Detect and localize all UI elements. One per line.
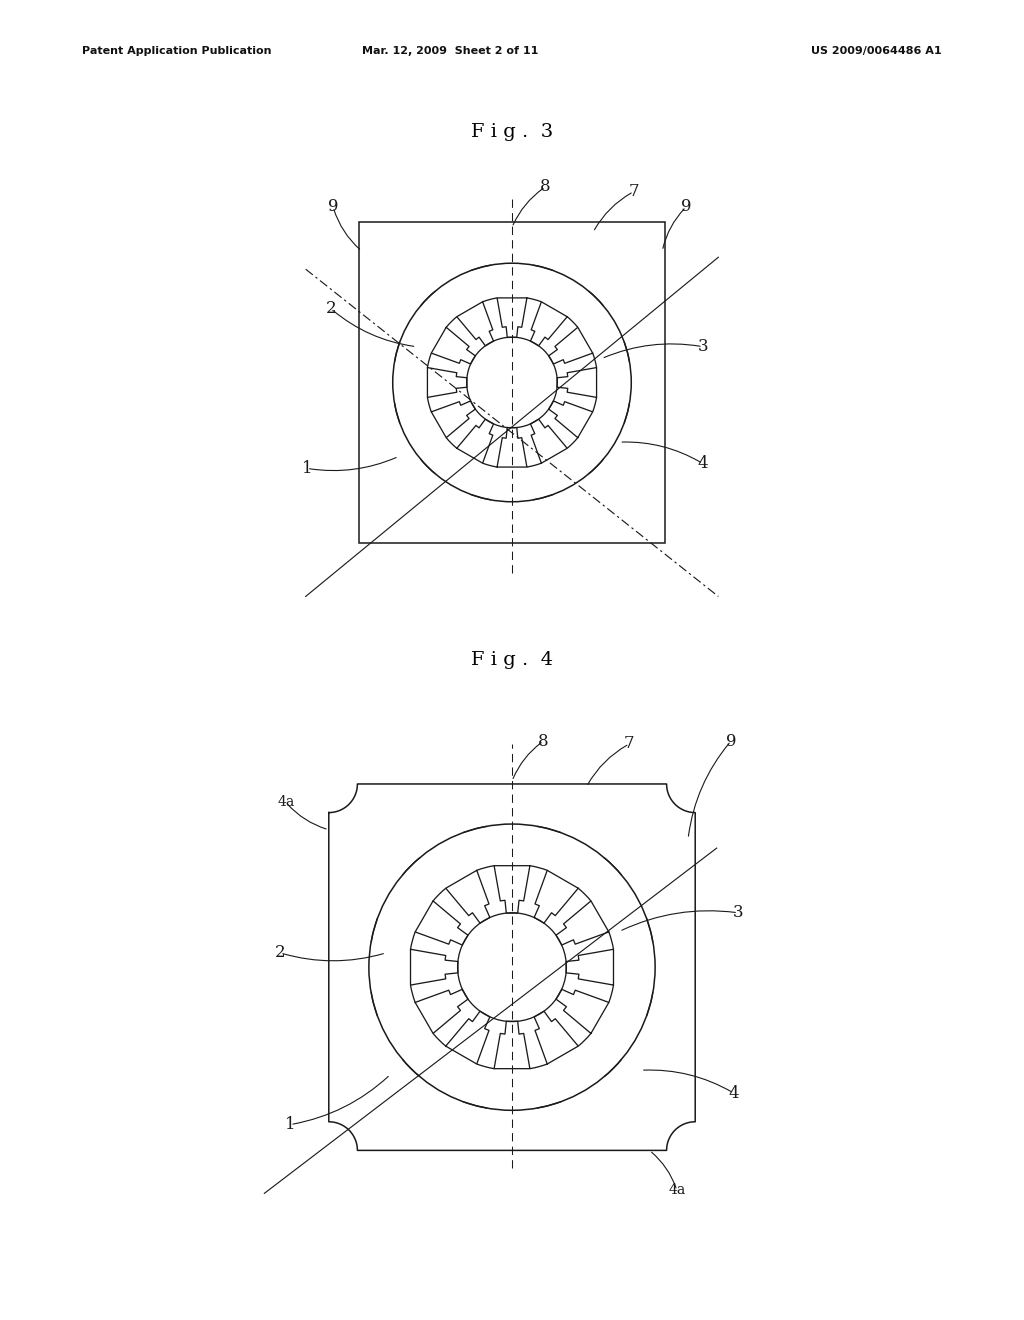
Text: 8: 8 <box>539 733 549 750</box>
Text: 4a: 4a <box>669 1184 685 1197</box>
Text: 2: 2 <box>326 300 336 317</box>
Text: 7: 7 <box>629 183 639 201</box>
Text: 7: 7 <box>624 735 635 752</box>
Text: 4: 4 <box>697 455 709 473</box>
Text: F i g .  3: F i g . 3 <box>471 123 553 141</box>
Text: Patent Application Publication: Patent Application Publication <box>82 46 271 57</box>
Text: 9: 9 <box>328 198 338 215</box>
Text: Mar. 12, 2009  Sheet 2 of 11: Mar. 12, 2009 Sheet 2 of 11 <box>362 46 539 57</box>
Text: 3: 3 <box>697 338 709 355</box>
Bar <box>359 222 665 543</box>
Text: US 2009/0064486 A1: US 2009/0064486 A1 <box>811 46 942 57</box>
Text: 1: 1 <box>285 1117 296 1133</box>
Text: F i g .  4: F i g . 4 <box>471 651 553 669</box>
Text: 2: 2 <box>274 944 286 961</box>
Text: 9: 9 <box>681 198 691 215</box>
Text: 4a: 4a <box>278 795 295 809</box>
Text: 1: 1 <box>301 459 312 477</box>
Text: 8: 8 <box>540 178 551 195</box>
Text: 3: 3 <box>733 904 743 921</box>
Text: 9: 9 <box>726 733 736 750</box>
Text: 4: 4 <box>728 1085 739 1102</box>
